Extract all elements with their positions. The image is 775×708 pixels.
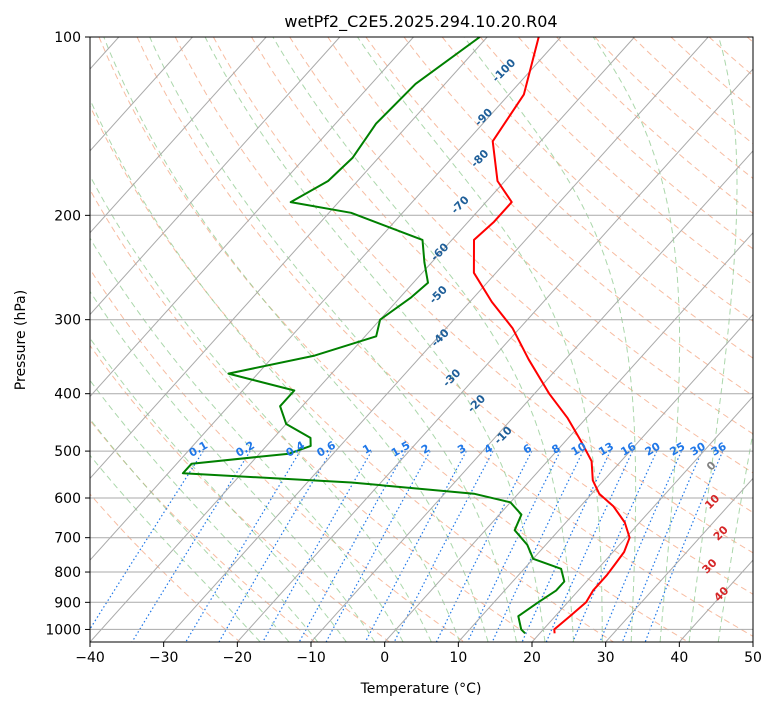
dry-adiabat-line bbox=[403, 37, 753, 359]
temperature-profile-line bbox=[472, 37, 631, 634]
isotherm-line bbox=[310, 150, 753, 642]
moist-adiabat-line bbox=[717, 430, 753, 642]
moist-adiabat-line bbox=[688, 37, 738, 642]
dry-adiabat-line bbox=[327, 37, 753, 435]
y-tick-label: 400 bbox=[54, 387, 81, 403]
dry-adiabat-line bbox=[441, 37, 753, 322]
isotherm-line bbox=[457, 313, 753, 642]
moist-adiabat-line bbox=[90, 290, 376, 642]
mixing-ratio-line bbox=[491, 450, 584, 642]
moist-adiabat-line bbox=[90, 379, 319, 642]
y-tick-label: 800 bbox=[54, 565, 81, 581]
mixing-ratio-line bbox=[466, 450, 561, 642]
dry-adiabat-line bbox=[632, 37, 753, 145]
x-tick-label: 50 bbox=[744, 650, 762, 666]
mixing-ratio-line bbox=[599, 450, 682, 642]
isotherm-line bbox=[90, 37, 488, 480]
x-axis-label: Temperature (°C) bbox=[360, 681, 482, 697]
moist-adiabat-line bbox=[272, 37, 575, 642]
dry-adiabat-line bbox=[174, 37, 753, 595]
moist-adiabat-line bbox=[592, 37, 681, 642]
moist-adiabat-line bbox=[90, 454, 261, 642]
y-tick-label: 200 bbox=[54, 208, 81, 224]
mixing-ratio-line bbox=[298, 450, 406, 642]
isotherm-line bbox=[90, 37, 635, 642]
y-tick-label: 300 bbox=[54, 313, 81, 329]
x-tick-label: 30 bbox=[597, 650, 615, 666]
isotherm-line bbox=[236, 68, 753, 642]
mixing-ratio-line bbox=[545, 450, 634, 642]
mixing-ratio-line bbox=[131, 450, 251, 642]
isotherm-line bbox=[384, 232, 753, 642]
dry-adiabat-line bbox=[365, 37, 753, 397]
moist-adiabat-line bbox=[463, 37, 637, 642]
dry-adiabat-line bbox=[90, 104, 614, 642]
moist-adiabat-line bbox=[90, 337, 347, 642]
y-tick-label: 100 bbox=[54, 30, 81, 46]
chart-title: wetPf2_C2E5.2025.294.10.20.R04 bbox=[284, 12, 557, 32]
isotherm-line bbox=[531, 395, 753, 642]
y-axis-label: Pressure (hPa) bbox=[13, 290, 29, 390]
isotherm-line bbox=[90, 37, 267, 234]
moist-adiabat-line bbox=[90, 418, 290, 642]
plot-frame bbox=[89, 36, 754, 643]
isotherm-line bbox=[605, 477, 753, 642]
x-tick-label: −20 bbox=[223, 650, 253, 666]
mixing-ratio-line bbox=[90, 450, 204, 631]
mixing-ratio-line bbox=[393, 450, 494, 642]
plot-area bbox=[90, 37, 753, 642]
x-tick-label: −30 bbox=[149, 650, 179, 666]
moist-adiabat-line bbox=[90, 98, 461, 642]
isotherm-line bbox=[90, 37, 341, 316]
y-tick-label: 900 bbox=[54, 595, 81, 611]
dry-adiabat-line bbox=[556, 37, 753, 215]
isotherm-line bbox=[90, 37, 562, 561]
moist-adiabat-line bbox=[149, 37, 517, 642]
moist-adiabat-line bbox=[90, 237, 404, 642]
moist-adiabat-line bbox=[204, 37, 546, 642]
x-tick-label: −40 bbox=[75, 650, 105, 666]
y-tick-label: 600 bbox=[54, 491, 81, 507]
isotherm-line bbox=[163, 37, 709, 642]
x-tick-label: 0 bbox=[380, 650, 389, 666]
x-tick-label: −10 bbox=[296, 650, 326, 666]
mixing-ratio-line bbox=[364, 450, 467, 642]
dry-adiabat-line bbox=[289, 37, 753, 474]
mixing-ratio-line bbox=[218, 450, 332, 642]
mixing-ratio-line bbox=[572, 450, 658, 642]
dry-adiabat-line bbox=[98, 37, 689, 642]
y-tick-label: 500 bbox=[54, 444, 81, 460]
axes: −40 −30 −20 −10 0 10 20 30 40 50 100 200 300 400 500 60… bbox=[45, 30, 762, 666]
mixing-ratio-line bbox=[185, 450, 301, 642]
mixing-ratio-line bbox=[621, 450, 703, 642]
x-tick-label: 20 bbox=[523, 650, 541, 666]
dry-adiabat-line bbox=[251, 37, 753, 514]
x-tick-label: 40 bbox=[670, 650, 688, 666]
dewpoint-profile-line bbox=[181, 37, 566, 635]
y-tick-label: 700 bbox=[54, 531, 81, 547]
moist-adiabat-line bbox=[103, 37, 489, 642]
dry-adiabat-line bbox=[90, 419, 316, 642]
x-tick-label: 10 bbox=[449, 650, 467, 666]
isotherm-line bbox=[90, 37, 414, 398]
mixing-ratio-line bbox=[325, 450, 431, 642]
y-tick-label: 1000 bbox=[45, 622, 81, 638]
isotherm-line bbox=[90, 37, 193, 152]
